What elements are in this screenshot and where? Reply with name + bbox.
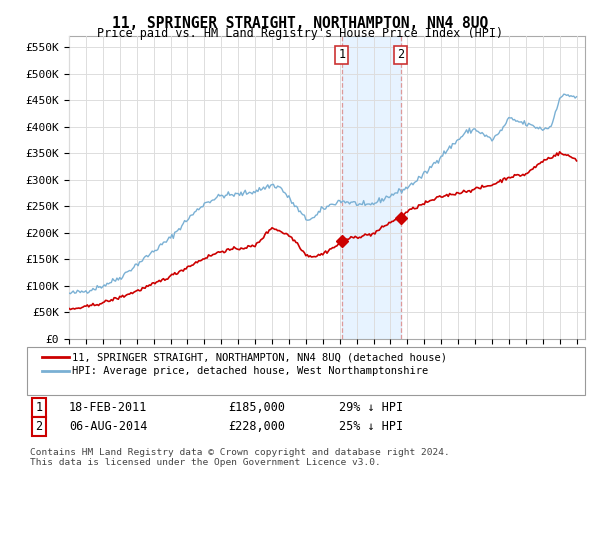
Text: 18-FEB-2011: 18-FEB-2011: [69, 400, 148, 414]
Text: £185,000: £185,000: [228, 400, 285, 414]
Text: 11, SPRINGER STRAIGHT, NORTHAMPTON, NN4 8UQ (detached house): 11, SPRINGER STRAIGHT, NORTHAMPTON, NN4 …: [72, 352, 447, 362]
Text: 1: 1: [35, 400, 43, 414]
Text: 06-AUG-2014: 06-AUG-2014: [69, 420, 148, 433]
Text: £228,000: £228,000: [228, 420, 285, 433]
Bar: [342, 36, 401, 339]
Text: HPI: Average price, detached house, West Northamptonshire: HPI: Average price, detached house, West…: [72, 366, 428, 376]
Text: 11, SPRINGER STRAIGHT, NORTHAMPTON, NN4 8UQ: 11, SPRINGER STRAIGHT, NORTHAMPTON, NN4 …: [112, 16, 488, 31]
Text: Contains HM Land Registry data © Crown copyright and database right 2024.
This d: Contains HM Land Registry data © Crown c…: [30, 448, 450, 468]
Text: 2: 2: [35, 420, 43, 433]
Text: Price paid vs. HM Land Registry's House Price Index (HPI): Price paid vs. HM Land Registry's House …: [97, 27, 503, 40]
Text: 1: 1: [338, 49, 345, 62]
Text: 29% ↓ HPI: 29% ↓ HPI: [339, 400, 403, 414]
Text: 25% ↓ HPI: 25% ↓ HPI: [339, 420, 403, 433]
Text: 2: 2: [397, 49, 404, 62]
